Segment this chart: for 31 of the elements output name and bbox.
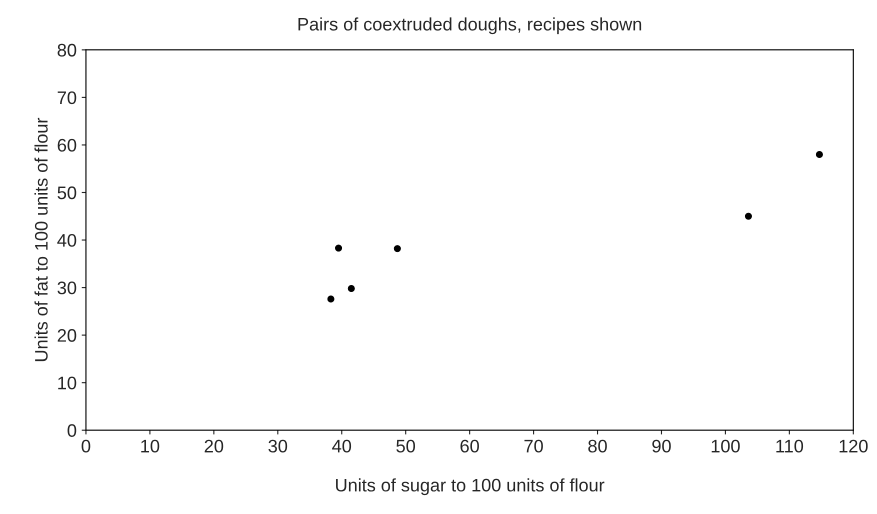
x-tick-label: 100 (712, 440, 740, 453)
x-tick-label: 110 (776, 440, 804, 453)
y-tick-label: 10 (58, 376, 76, 390)
point (335, 244, 342, 252)
x-tick-label: 80 (588, 440, 607, 453)
y-tick-label: 80 (58, 44, 76, 57)
y-tick-label: 60 (58, 138, 76, 152)
x-tick-label: 0 (82, 440, 90, 453)
point (744, 212, 752, 220)
y-tick-label: 70 (58, 91, 76, 104)
y-tick-label: 0 (68, 424, 76, 437)
chart-title: Pairs of coextruded doughs, recipes shown (298, 17, 642, 34)
point (816, 150, 823, 158)
y-tick-label: 20 (58, 329, 76, 342)
y-axis-title: Units of fat to 100 units of flour (34, 118, 48, 362)
x-tick-label: 90 (652, 440, 671, 453)
y-tick-label: 30 (58, 282, 76, 294)
x-axis-title: Units of sugar to 100 units of flour (336, 478, 604, 496)
x-tick-label: 70 (524, 440, 543, 453)
y-tick-label: 50 (58, 186, 76, 200)
x-tick-label: 120 (840, 440, 868, 453)
x-tick-label: 40 (332, 440, 352, 453)
y-tick-label: 40 (57, 234, 76, 247)
x-tick-label: 50 (396, 440, 416, 453)
point (327, 295, 334, 303)
x-tick-label: 10 (141, 440, 160, 453)
x-tick-label: 30 (268, 440, 288, 453)
x-tick-label: 60 (460, 440, 479, 453)
x-tick-label: 20 (204, 440, 224, 453)
point (394, 245, 401, 252)
point (348, 285, 355, 292)
